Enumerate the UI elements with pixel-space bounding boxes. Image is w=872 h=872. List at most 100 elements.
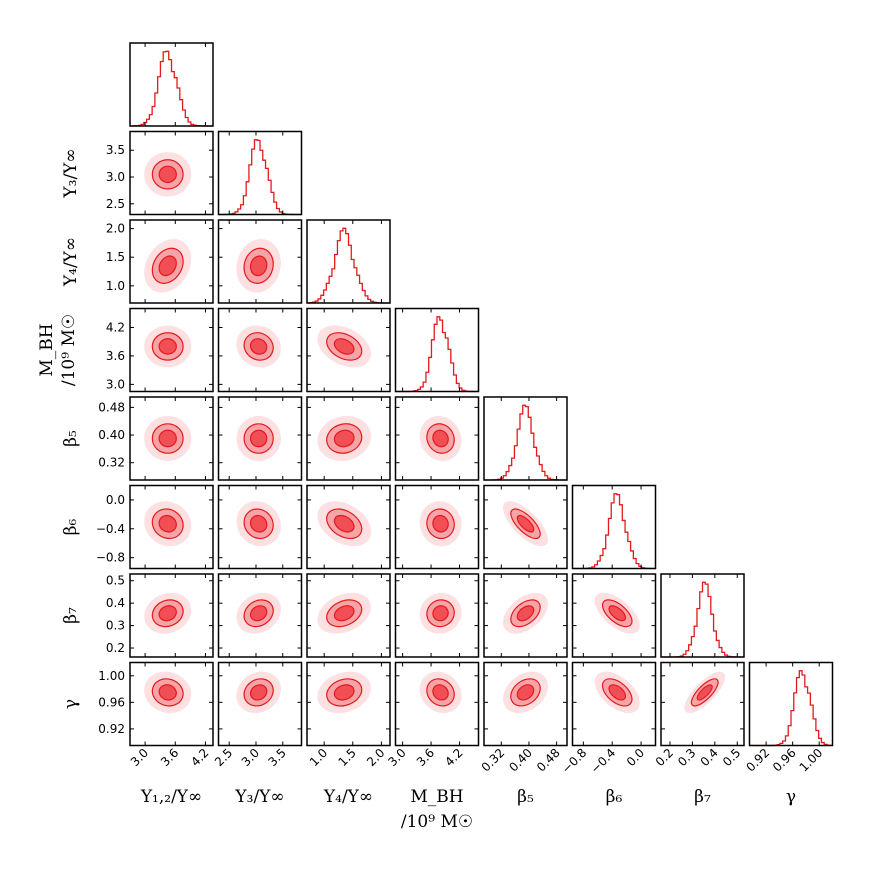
x-tick-label: 4.2 xyxy=(188,746,211,769)
contour-inner-2-0 xyxy=(158,255,177,277)
contour-inner-6-1 xyxy=(249,605,268,622)
panel-frame-7-5 xyxy=(571,661,657,747)
y-tick-label: 0.32 xyxy=(98,456,125,470)
panel-frame-4-3 xyxy=(394,396,480,481)
y-tick-label: 4.2 xyxy=(106,320,125,334)
panel-frame-6-0 xyxy=(129,573,214,658)
contour-inner-7-3 xyxy=(432,684,449,701)
y-axis-label-4: β₅ xyxy=(61,430,81,447)
panel-frame-7-0 xyxy=(129,661,214,747)
panel-4-0: 0.32 0.40 0.48 xyxy=(98,396,214,481)
histogram-2 xyxy=(306,227,391,304)
panel-frame-7-3 xyxy=(394,661,480,747)
contour-inner-3-0 xyxy=(158,338,177,355)
y-tick-label: −0.4 xyxy=(96,522,125,536)
contour-inner-4-0 xyxy=(158,429,177,448)
y-tick-label: 0.48 xyxy=(98,400,125,414)
panel-frame-4-1 xyxy=(217,396,303,481)
contour-inner-6-2 xyxy=(333,605,355,622)
x-tick-label: 0.32 xyxy=(479,746,508,775)
x-axis-label-sub-3: /10⁹ M☉ xyxy=(401,812,473,832)
y-tick-label: 3.0 xyxy=(106,377,125,391)
contour-inner-2-1 xyxy=(249,255,268,277)
panel-5-3 xyxy=(394,484,480,570)
y-tick-label: 0.5 xyxy=(106,574,125,588)
x-axis-label-3: M_BH xyxy=(410,787,463,807)
histogram-4 xyxy=(484,404,567,481)
x-tick-label: 0.92 xyxy=(743,746,772,775)
x-tick-label: 1.5 xyxy=(336,746,359,769)
x-axis-label-1: Υ₃/Υ∞ xyxy=(234,787,284,807)
x-tick-label: 0.48 xyxy=(534,746,563,775)
y-tick-label: 3.5 xyxy=(106,143,125,157)
x-tick-label: −0.8 xyxy=(559,746,590,777)
x-tick-label: 2.5 xyxy=(212,746,235,769)
panel-4-2 xyxy=(306,396,391,481)
x-tick-label: 3.5 xyxy=(265,746,288,769)
histogram-1 xyxy=(218,139,302,216)
panel-7-6: 0.2 0.3 0.4 0.5 xyxy=(653,661,745,769)
contour-inner-3-1 xyxy=(249,338,268,355)
panel-3-0: 3.0 3.6 4.2 xyxy=(106,307,214,393)
y-tick-label: 0.40 xyxy=(98,428,125,442)
contour-inner-6-5 xyxy=(608,605,627,622)
contour-inner-6-3 xyxy=(432,605,449,622)
contour-inner-7-6 xyxy=(696,684,713,701)
panel-3-3 xyxy=(394,307,480,393)
panel-frame-4-4 xyxy=(483,396,568,481)
y-tick-label: −0.8 xyxy=(96,551,125,565)
contour-inner-5-1 xyxy=(249,514,268,533)
panel-frame-6-6 xyxy=(660,573,745,658)
panel-5-5 xyxy=(571,484,657,570)
x-tick-label: 0.40 xyxy=(506,746,535,775)
panel-frame-7-2 xyxy=(306,661,391,747)
x-tick-label: 0.3 xyxy=(675,746,698,769)
panel-6-0: 0.2 0.3 0.4 0.5 xyxy=(106,573,214,658)
panel-frame-5-1 xyxy=(217,484,303,570)
panel-6-6 xyxy=(660,573,745,658)
panel-7-2: 1.0 1.5 2.0 xyxy=(306,661,391,769)
y-axis-label-6: β₇ xyxy=(61,607,81,624)
histogram-7 xyxy=(749,670,834,747)
x-axis-label-7: γ xyxy=(786,787,796,807)
y-tick-label: 3.0 xyxy=(106,170,125,184)
x-tick-label: 3.0 xyxy=(239,746,262,769)
panel-frame-6-2 xyxy=(306,573,391,658)
panel-frame-2-1 xyxy=(217,219,303,304)
contour-inner-7-5 xyxy=(608,684,627,701)
contour-inner-4-1 xyxy=(249,429,268,448)
contour-inner-7-0 xyxy=(158,684,177,701)
x-axis-label-2: Υ₄/Υ∞ xyxy=(323,787,373,807)
panel-frame-5-2 xyxy=(306,484,391,570)
contour-inner-7-1 xyxy=(249,684,268,701)
y-axis-label-sub-3: /10⁹ M☉ xyxy=(59,314,79,386)
contour-inner-5-4 xyxy=(516,514,535,533)
histogram-3 xyxy=(395,316,479,393)
x-axis-label-4: β₅ xyxy=(517,787,534,807)
contour-inner-7-4 xyxy=(516,684,535,701)
y-tick-label: 0.0 xyxy=(106,493,125,507)
x-tick-label: 0.5 xyxy=(720,746,743,769)
panel-3-1 xyxy=(217,307,303,393)
y-tick-label: 0.92 xyxy=(98,722,125,736)
panel-frame-5-0 xyxy=(129,484,214,570)
panel-6-4 xyxy=(483,573,568,658)
panel-frame-3-2 xyxy=(306,307,391,393)
panel-frame-4-0 xyxy=(129,396,214,481)
x-tick-label: 3.0 xyxy=(128,746,151,769)
panel-4-3 xyxy=(394,396,480,481)
y-tick-label: 0.4 xyxy=(106,596,125,610)
panel-frame-7-6 xyxy=(660,661,745,747)
contour-inner-6-4 xyxy=(516,605,535,622)
y-tick-label: 2.5 xyxy=(106,197,125,211)
panel-frame-6-4 xyxy=(483,573,568,658)
panel-frame-3-1 xyxy=(217,307,303,393)
x-tick-label: 0.0 xyxy=(624,746,647,769)
y-tick-label: 1.5 xyxy=(106,250,125,264)
y-tick-label: 3.6 xyxy=(106,349,125,363)
panel-7-1: 2.5 3.0 3.5 xyxy=(212,661,303,769)
contour-inner-3-2 xyxy=(333,338,355,355)
y-tick-label: 2.0 xyxy=(106,222,125,236)
histogram-0 xyxy=(129,50,213,127)
